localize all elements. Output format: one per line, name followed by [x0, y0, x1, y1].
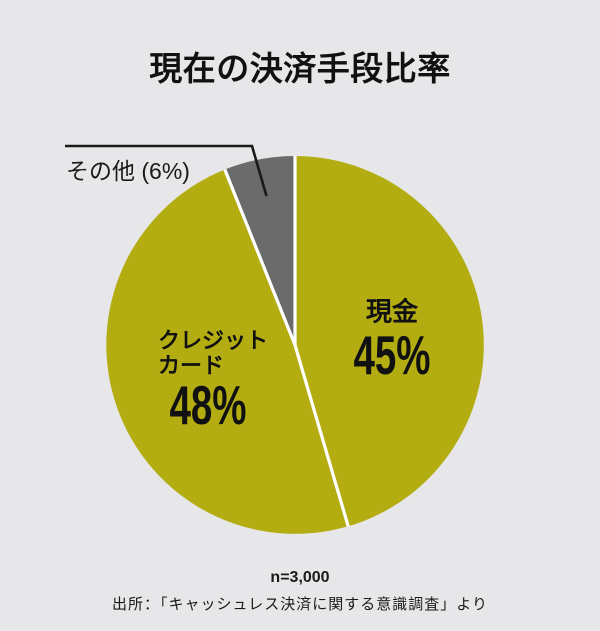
slice-divider-bottom [293, 344, 350, 527]
pie-slice-credit-card [106, 169, 349, 534]
sample-size-note: n=3,000 [270, 569, 330, 586]
credit-card-label-line1: クレジット [158, 328, 269, 353]
callout-leader-line [65, 144, 268, 197]
source-note: 出所：「キャッシュレス決済に関する意識調査」より [112, 596, 488, 613]
chart-title: 現在の決済手段比率 [149, 50, 451, 87]
slice-divider-upper-left [223, 168, 297, 346]
other-callout-label: その他 (6%) [66, 158, 190, 184]
credit-card-label-line2: カード [158, 353, 225, 378]
cash-slice-label: 現金 [365, 296, 419, 327]
pie-slice-cash [295, 156, 484, 527]
cash-slice-value: 45% [353, 324, 431, 386]
credit-card-slice-value: 48% [169, 374, 247, 436]
credit-card-slice-label: クレジット カード [158, 328, 268, 378]
